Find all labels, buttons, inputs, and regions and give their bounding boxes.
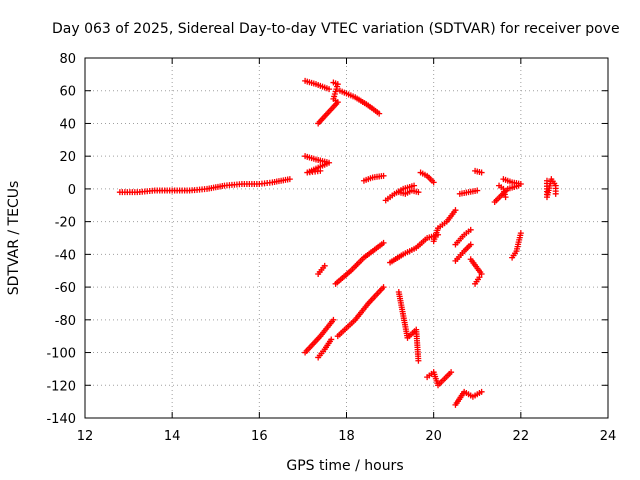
series-track-1 bbox=[116, 176, 293, 196]
series-track-4 bbox=[315, 79, 341, 127]
series-track-27 bbox=[452, 241, 474, 264]
series-track-19 bbox=[315, 262, 328, 277]
data-point-marker bbox=[448, 369, 455, 376]
x-tick-label: 22 bbox=[513, 429, 530, 444]
data-point-marker bbox=[430, 179, 437, 186]
series-track-29 bbox=[509, 230, 524, 261]
x-axis-label: GPS time / hours bbox=[286, 458, 403, 474]
series-track-14 bbox=[500, 176, 524, 187]
data-point-marker bbox=[467, 256, 474, 263]
series-track-3 bbox=[336, 87, 383, 117]
data-point-marker bbox=[376, 110, 383, 117]
x-tick-label: 24 bbox=[600, 429, 617, 444]
series-track-15 bbox=[543, 176, 559, 201]
series-track-20 bbox=[332, 239, 387, 287]
series-track-22 bbox=[395, 289, 422, 364]
y-tick-label: -40 bbox=[55, 248, 76, 263]
series-track-16 bbox=[302, 316, 337, 356]
series-track-10 bbox=[456, 187, 481, 197]
data-point-marker bbox=[517, 230, 524, 237]
x-tick-label: 14 bbox=[164, 429, 181, 444]
y-tick-label: 20 bbox=[59, 150, 76, 165]
y-axis-label: SDTVAR / TECUs bbox=[6, 181, 22, 296]
x-tick-label: 20 bbox=[425, 429, 442, 444]
data-point-marker bbox=[476, 274, 483, 281]
data-point-marker bbox=[380, 284, 387, 291]
y-tick-label: 40 bbox=[59, 117, 76, 132]
x-tick-label: 18 bbox=[338, 429, 355, 444]
series-track-17 bbox=[315, 336, 335, 361]
data-point-marker bbox=[502, 194, 509, 201]
data-point-marker bbox=[452, 207, 459, 214]
data-point-marker bbox=[517, 181, 524, 187]
data-point-marker bbox=[415, 357, 422, 364]
data-point-marker bbox=[326, 86, 333, 93]
data-point-marker bbox=[380, 172, 387, 179]
y-tick-label: 0 bbox=[68, 183, 76, 198]
data-point-marker bbox=[321, 262, 328, 269]
series-track-18 bbox=[334, 284, 387, 340]
grid bbox=[85, 58, 608, 418]
data-point-marker bbox=[474, 187, 481, 194]
y-tick-label: 80 bbox=[59, 52, 76, 67]
y-tick-label: 60 bbox=[59, 85, 76, 100]
series-track-2 bbox=[302, 77, 333, 93]
series-track-8 bbox=[395, 187, 422, 197]
axes: 12 14 16 18 20 22 24 -140 -120 -100 -80 -60 -40 -20 0 2… bbox=[46, 52, 616, 444]
x-tick-label: 12 bbox=[77, 429, 94, 444]
data-point-marker bbox=[411, 182, 418, 189]
series-track-5 bbox=[302, 153, 333, 176]
data-marks bbox=[116, 77, 559, 408]
data-point-marker bbox=[478, 169, 485, 176]
y-tick-label: -100 bbox=[46, 347, 76, 362]
series-track-25 bbox=[430, 207, 459, 245]
data-point-marker bbox=[380, 239, 387, 246]
data-point-marker bbox=[328, 336, 335, 343]
series-track-21 bbox=[387, 231, 442, 266]
series-track-26 bbox=[452, 226, 474, 248]
series-track-11 bbox=[472, 167, 485, 176]
data-point-marker bbox=[315, 120, 322, 127]
data-point-marker bbox=[467, 226, 474, 233]
data-point-marker bbox=[317, 167, 324, 174]
data-point-marker bbox=[286, 176, 293, 183]
data-point-marker bbox=[552, 190, 559, 197]
data-point-marker bbox=[467, 241, 474, 248]
y-tick-label: -140 bbox=[46, 412, 76, 427]
series-track-13 bbox=[491, 182, 522, 205]
series-track-9 bbox=[417, 169, 437, 186]
y-tick-label: -60 bbox=[55, 281, 76, 296]
series-track-24 bbox=[452, 388, 485, 408]
series-track-28 bbox=[467, 256, 485, 287]
y-tick-label: -120 bbox=[46, 379, 76, 394]
data-point-marker bbox=[415, 189, 422, 196]
data-point-marker bbox=[478, 388, 485, 395]
series-track-6 bbox=[360, 172, 387, 184]
chart-title: Day 063 of 2025, Sidereal Day-to-day VTE… bbox=[52, 21, 620, 37]
y-tick-label: -20 bbox=[55, 216, 76, 231]
y-tick-label: -80 bbox=[55, 314, 76, 329]
series-track-23 bbox=[424, 369, 455, 389]
x-tick-label: 16 bbox=[251, 429, 268, 444]
data-point-marker bbox=[330, 316, 337, 323]
